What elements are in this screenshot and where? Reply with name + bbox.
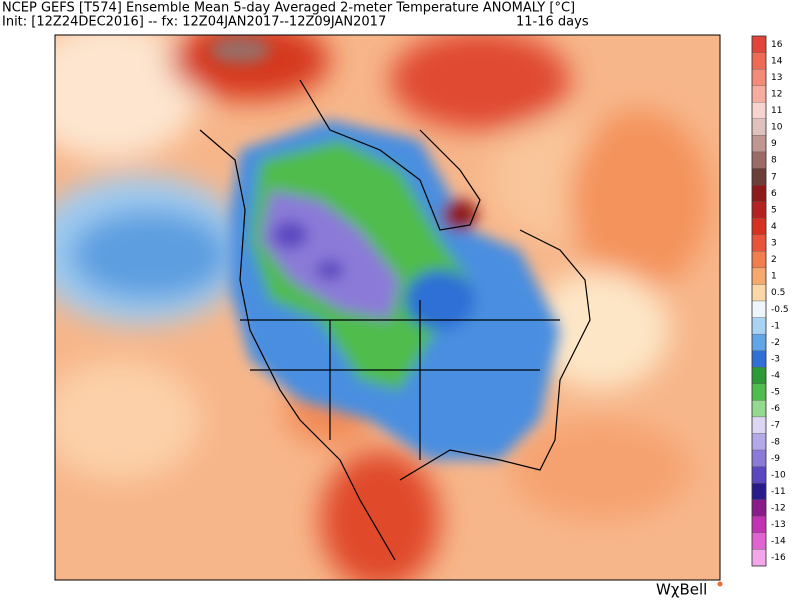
legend-swatch (751, 85, 767, 103)
legend-label: 11 (771, 106, 782, 116)
legend-label: 0.5 (771, 288, 785, 298)
legend-label: -16 (771, 553, 786, 563)
legend-label: -14 (771, 537, 786, 547)
init-line: Init: [12Z24DEC2016] -- fx: 12Z04JAN2017… (2, 15, 386, 30)
legend-label: -1 (771, 321, 780, 331)
legend-swatch (751, 350, 767, 368)
legend-label: -11 (771, 487, 786, 497)
map-frame (54, 34, 721, 581)
legend-swatch (751, 184, 767, 202)
legend-label: -4 (771, 371, 780, 381)
legend-label: 1 (771, 272, 777, 282)
forecast-range: 11-16 days (516, 15, 589, 30)
legend-swatch (751, 151, 767, 169)
legend-label: -13 (771, 520, 786, 530)
legend-label: 9 (771, 139, 777, 149)
legend-label: 10 (771, 123, 783, 133)
legend-swatch (751, 499, 767, 517)
legend-label: -8 (771, 437, 780, 447)
legend-swatch (751, 483, 767, 500)
legend-swatch (751, 251, 767, 269)
legend-swatch (751, 35, 767, 53)
legend-swatch (751, 234, 767, 252)
legend-label: -10 (771, 470, 786, 480)
title: NCEP GEFS [T574] Ensemble Mean 5-day Ave… (2, 1, 575, 16)
legend-label: 14 (771, 56, 783, 66)
map (55, 35, 720, 580)
legend-swatch (751, 317, 767, 335)
legend-label: -3 (771, 354, 780, 364)
legend-label: 7 (771, 172, 777, 182)
legend-swatch (751, 383, 767, 401)
legend-label: -0.5 (771, 305, 789, 315)
legend-swatch (751, 333, 767, 351)
colorbar-frame (751, 35, 767, 567)
legend-swatch (751, 102, 767, 119)
legend-label: -12 (771, 504, 786, 514)
legend-swatch (751, 135, 767, 153)
legend-label: 4 (771, 222, 777, 232)
logo-dot (717, 581, 723, 587)
legend-swatch (751, 549, 767, 567)
legend-swatch (751, 168, 767, 186)
legend-label: -5 (771, 388, 780, 398)
legend-swatch (751, 532, 767, 550)
legend-label: 8 (771, 156, 777, 166)
legend-label: -2 (771, 338, 780, 348)
legend-label: 5 (771, 205, 777, 215)
legend-label: 12 (771, 89, 782, 99)
legend-label: -7 (771, 421, 780, 431)
legend-label: 2 (771, 255, 777, 265)
legend-label: 3 (771, 239, 777, 249)
legend-swatch (751, 400, 767, 418)
legend-swatch (751, 516, 767, 534)
legend-swatch (751, 466, 767, 484)
legend-label: -6 (771, 404, 780, 414)
legend-swatch (751, 118, 767, 136)
legend-swatch (751, 416, 767, 434)
legend-swatch (751, 201, 767, 219)
logo: WχBell (656, 581, 707, 599)
legend-swatch (751, 367, 767, 384)
legend-swatch (751, 300, 767, 318)
legend-swatch (751, 433, 767, 451)
legend-swatch (751, 284, 767, 302)
legend-label: -9 (771, 454, 780, 464)
legend-swatch (751, 52, 767, 70)
legend-label: 13 (771, 73, 782, 83)
colorbar: 16 14 13 12 11 10 9 8 7 6 5 4 3 2 1 0.5 -0.5 -1 -2 -3 -4 -5 -6… (751, 35, 789, 567)
legend-swatch (751, 267, 767, 285)
legend-swatch (751, 68, 767, 86)
legend-swatch (751, 218, 767, 235)
coastlines (199, 79, 591, 561)
legend-swatch (751, 449, 767, 467)
legend-label: 16 (771, 40, 783, 50)
legend-label: 6 (771, 189, 777, 199)
